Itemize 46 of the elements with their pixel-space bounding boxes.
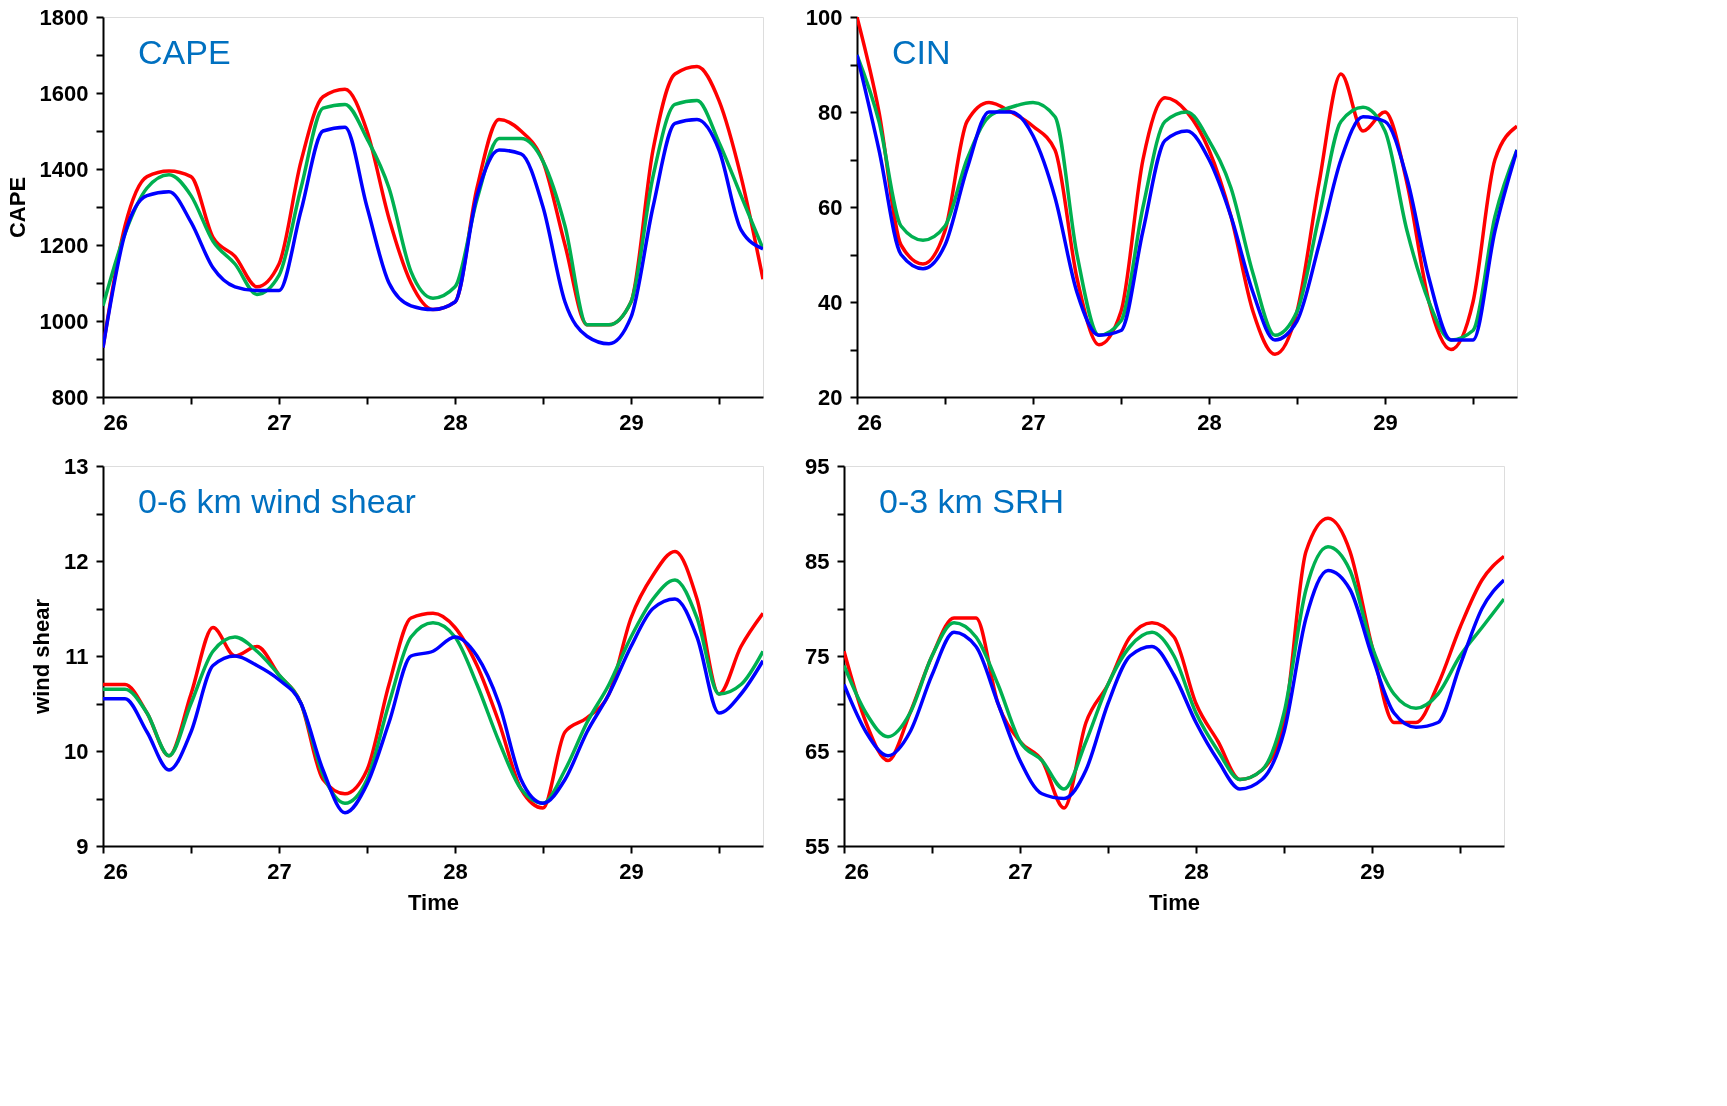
x-tick-label: 29 (619, 858, 644, 884)
y-tick-label: 80 (818, 99, 843, 125)
y-tick-label: 12 (64, 548, 89, 574)
x-tick-label: 28 (1197, 409, 1222, 435)
x-tick-label: 26 (844, 858, 869, 884)
y-tick-label: 9 (76, 833, 89, 859)
y-tick-label: 95 (805, 453, 830, 479)
y-tick-label: 20 (818, 384, 843, 410)
y-tick-label: 55 (805, 833, 830, 859)
x-tick-label: 27 (267, 409, 292, 435)
y-tick-label: 85 (805, 548, 830, 574)
line-series (103, 117, 763, 350)
x-tick-label: 26 (103, 409, 128, 435)
x-tick-label: 26 (857, 409, 882, 435)
y-axis-title: CAPE (4, 176, 30, 239)
y-tick-label: 65 (805, 738, 830, 764)
y-tick-label: 11 (65, 643, 89, 669)
y-tick-label: 800 (51, 384, 89, 410)
y-tick-label: 1800 (39, 4, 89, 30)
y-tick-label: 60 (818, 194, 843, 220)
x-tick-label: 29 (1373, 409, 1398, 435)
y-tick-label: 40 (818, 289, 843, 315)
y-tick-label: 1600 (39, 80, 89, 106)
y-axis-title: wind shear (29, 598, 55, 715)
x-tick-label: 27 (1008, 858, 1033, 884)
x-axis-title: Time (408, 889, 459, 915)
y-tick-label: 100 (805, 4, 843, 30)
x-tick-label: 27 (267, 858, 292, 884)
x-tick-label: 28 (1184, 858, 1209, 884)
y-tick-label: 1000 (39, 308, 89, 334)
x-tick-label: 28 (443, 409, 468, 435)
text: CAPE (138, 33, 231, 71)
x-tick-label: 29 (619, 409, 644, 435)
y-tick-label: 75 (805, 643, 830, 669)
x-tick-label: 26 (103, 858, 128, 884)
x-tick-label: 27 (1021, 409, 1046, 435)
y-tick-label: 1400 (39, 156, 89, 182)
x-tick-label: 29 (1360, 858, 1385, 884)
text: 0-3 km SRH (879, 482, 1065, 520)
x-tick-label: 28 (443, 858, 468, 884)
y-tick-label: 1200 (39, 232, 89, 258)
x-axis-title: Time (1149, 889, 1200, 915)
text: 0-6 km wind shear (138, 482, 416, 520)
text: CIN (892, 33, 951, 71)
y-tick-label: 10 (64, 738, 89, 764)
y-tick-label: 13 (64, 453, 89, 479)
